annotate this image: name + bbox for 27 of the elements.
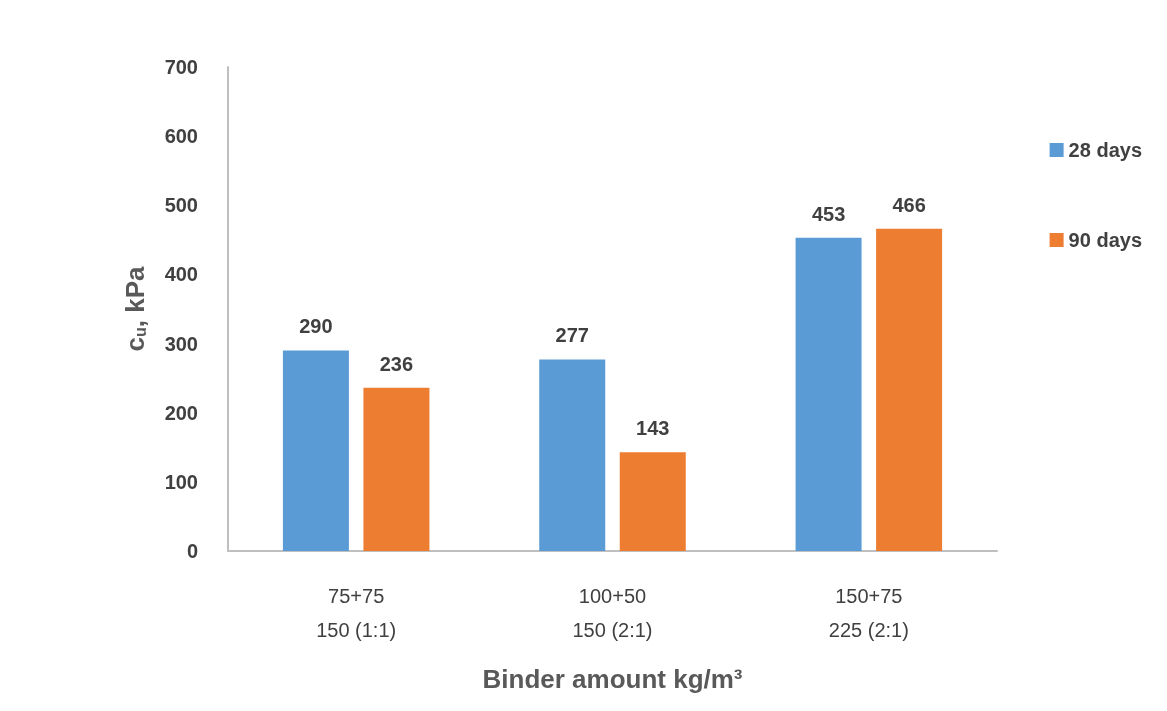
bar bbox=[282, 350, 349, 551]
x-tick-label: 150+75 225 (2:1) bbox=[828, 585, 909, 641]
y-tick-label: 200 bbox=[164, 401, 198, 424]
x-axis-title: Binder amount kg/m³ bbox=[482, 664, 743, 694]
bar bbox=[363, 387, 430, 551]
data-label: 277 bbox=[555, 324, 589, 347]
data-label: 236 bbox=[379, 352, 414, 375]
y-tick-label: 100 bbox=[164, 470, 198, 493]
y-tick-label: 300 bbox=[164, 332, 198, 355]
bar bbox=[876, 228, 943, 551]
y-tick-label: 700 bbox=[164, 56, 198, 78]
data-label: 466 bbox=[892, 193, 926, 216]
bar bbox=[539, 359, 606, 551]
bar bbox=[619, 452, 686, 551]
y-tick-label: 500 bbox=[164, 194, 198, 217]
data-label: 453 bbox=[811, 202, 846, 225]
x-tick-label: 100+50 150 (2:1) bbox=[572, 585, 653, 641]
x-tick-label: 75+75 150 (1:1) bbox=[316, 585, 397, 641]
y-tick-label: 400 bbox=[164, 263, 198, 286]
y-axis-title: cu, kPa bbox=[120, 265, 150, 352]
data-label: 143 bbox=[636, 417, 670, 440]
y-tick-label: 0 bbox=[186, 540, 198, 562]
data-label: 290 bbox=[299, 315, 333, 338]
bar bbox=[795, 237, 862, 551]
legend-label: 28 days bbox=[1068, 139, 1142, 161]
y-tick-label: 600 bbox=[164, 125, 198, 148]
legend-label: 90 days bbox=[1068, 229, 1142, 251]
